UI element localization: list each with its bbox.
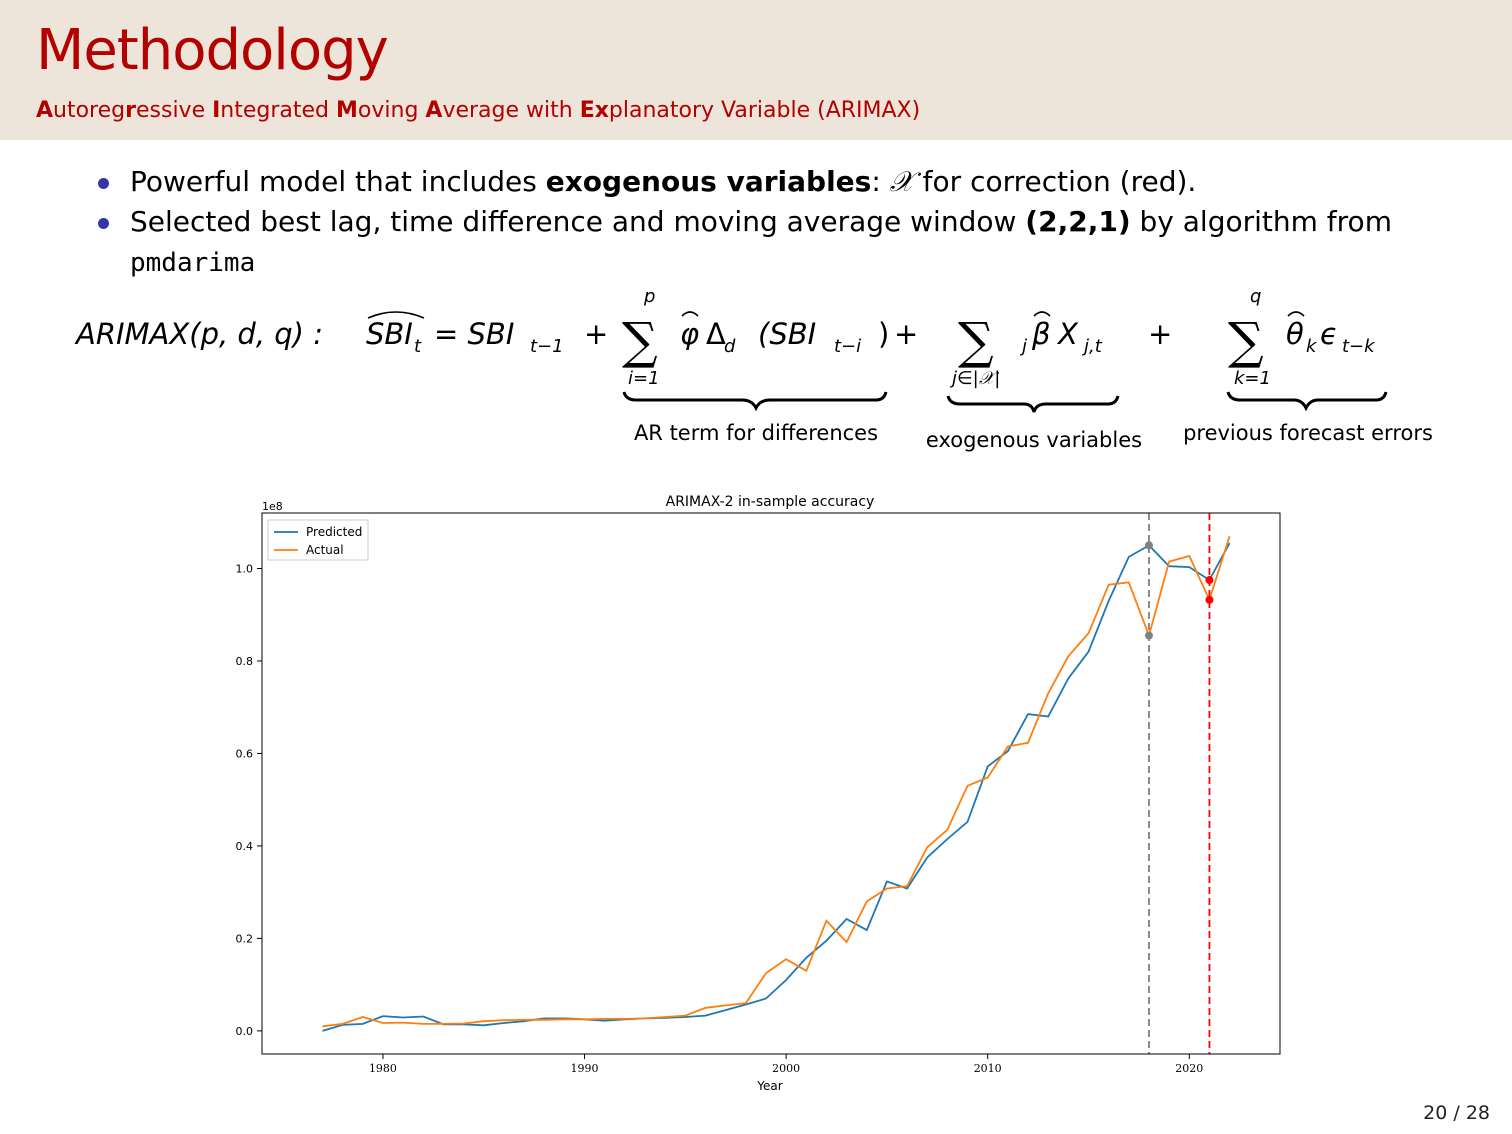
legend-box (267, 519, 369, 561)
bullet-item-1: Powerful model that includes exogenous v… (96, 162, 1436, 202)
bullet2-code: pmdarima (130, 248, 256, 278)
bullet2-post: by algorithm from (1130, 205, 1392, 238)
hat-theta (1287, 311, 1305, 317)
y-tick-label: 0.4 (236, 840, 254, 853)
formula-paren-sbi: (SBI (758, 317, 816, 351)
bullet-item-2: Selected best lag, time difference and m… (96, 202, 1436, 283)
subtitle-part: r (125, 98, 136, 123)
brace-label-ar: AR term for differences (634, 421, 878, 445)
formula-sbi-hat: SBI (366, 317, 413, 351)
sum-sign-3: ∑ (1228, 312, 1264, 370)
formula-phi: φ (680, 317, 699, 351)
formula-eq: = SBI (434, 317, 514, 351)
bullet1-pre: Powerful model that includes (130, 165, 546, 198)
formula-sub-t: t (414, 336, 422, 357)
x-tick-label: 1980 (369, 1062, 397, 1075)
sum3-bottom: k=1 (1234, 368, 1271, 389)
axes: 1980 1990 2000 2010 2020 0.0 0.2 0.4 0.6 0.8 1.0 (236, 512, 1281, 1075)
chart-legend: Predicted Actual (267, 519, 369, 561)
formula-beta: β (1031, 317, 1051, 351)
subtitle-part: Ex (579, 98, 609, 123)
formula-plus-3: + (1148, 317, 1172, 351)
subtitle-part: verage with (442, 98, 580, 123)
subtitle-part: oving (357, 98, 426, 123)
highlight-marker (1205, 595, 1214, 604)
legend-label: Predicted (306, 525, 362, 539)
hat-beta (1033, 311, 1051, 317)
bullet1-mid: : (871, 165, 890, 198)
highlight-marker (1144, 631, 1153, 640)
sum1-bottom: i=1 (628, 368, 660, 389)
bullet2-bold: (2,2,1) (1025, 205, 1131, 238)
underbrace-ar (622, 391, 888, 412)
sum-sign-1: ∑ (622, 312, 658, 370)
slide-subtitle: Autoregressive Integrated Moving Average… (36, 98, 920, 123)
hat-phi (681, 311, 699, 317)
formula-sub-ti: t−i (834, 336, 861, 357)
formula-sub-t1: t−1 (530, 336, 564, 357)
chart-title: ARIMAX-2 in-sample accuracy (666, 494, 875, 510)
formula-sub-j: j (1019, 336, 1027, 357)
bullet1-bold: exogenous variables (545, 165, 872, 198)
sum1-top: p (643, 286, 655, 307)
subtitle-part: A (36, 98, 54, 123)
subtitle-part: essive (135, 98, 213, 123)
y-tick-label: 0.0 (236, 1025, 254, 1038)
sum-sign-2: ∑ (958, 312, 994, 370)
formula-sub-d: d (724, 336, 736, 357)
y-tick-label: 0.6 (236, 747, 254, 760)
formula-sub-k: k (1306, 336, 1318, 357)
slide-title: Methodology (36, 18, 389, 83)
formula-plus-1: + (584, 317, 608, 351)
formula-sub-jt: j,t (1081, 336, 1103, 357)
x-tick-label: 2020 (1175, 1062, 1203, 1075)
subtitle-part: I (212, 98, 221, 123)
subtitle-part: M (336, 98, 358, 123)
legend-label: Actual (306, 543, 344, 557)
underbrace-prev (1226, 391, 1388, 412)
arimax-chart: ARIMAX-2 in-sample accuracy 1e8 Year 198… (236, 494, 1281, 1093)
formula-delta: Δ (706, 317, 726, 351)
brace-label-prev: previous forecast errors (1183, 421, 1433, 445)
bullet-dot-icon (98, 218, 109, 229)
bullet2-pre: Selected best lag, time difference and m… (130, 205, 1026, 238)
formula-lhs: ARIMAX(p, d, q) : (74, 317, 323, 351)
arimax-formula: ARIMAX(p, d, q) : SBI = SBI + φ Δ (SBI )… (74, 286, 1433, 452)
underbrace-exo (946, 395, 1120, 413)
subtitle-part: utoreg (53, 98, 126, 123)
sum3-top: q (1250, 286, 1261, 307)
x-axis-label: Year (756, 1079, 782, 1093)
y-tick-label: 0.2 (236, 932, 254, 945)
bullet1-post: for correction (red). (913, 165, 1197, 198)
plot-area (322, 513, 1231, 1054)
bullet-dot-icon (98, 178, 109, 189)
slide-header: Methodology Autoregressive Integrated Mo… (0, 0, 1512, 140)
formula-xj: X (1056, 317, 1079, 351)
highlight-marker (1144, 541, 1153, 550)
x-tick-label: 2010 (974, 1062, 1002, 1075)
hat-sbi (367, 311, 425, 319)
formula-plus-2: + (894, 317, 918, 351)
bullet1-symbol: 𝒳 (889, 165, 914, 198)
page-number: 20 / 28 (1423, 1102, 1490, 1124)
subtitle-part: ntegrated (220, 98, 337, 123)
series-line-predicted (322, 542, 1231, 1032)
subtitle-part: A (425, 98, 443, 123)
y-multiplier-label: 1e8 (262, 500, 283, 513)
x-tick-label: 1990 (571, 1062, 599, 1075)
highlight-marker (1205, 576, 1214, 585)
formula-eps: ϵ (1320, 317, 1338, 351)
subtitle-part: planatory Variable (ARIMAX) (608, 98, 921, 123)
plot-frame (261, 512, 1281, 1055)
sum2-bottom: j∈|𝒳| (949, 368, 1000, 389)
series-line-actual (322, 535, 1231, 1028)
x-tick-label: 2000 (772, 1062, 800, 1075)
y-tick-label: 0.8 (236, 655, 254, 668)
formula-close: ) (878, 317, 889, 351)
brace-label-exo: exogenous variables (926, 428, 1142, 452)
formula-sub-tk: t−k (1342, 336, 1376, 357)
bullet-list: Powerful model that includes exogenous v… (96, 162, 1436, 283)
y-tick-label: 1.0 (236, 562, 254, 575)
formula-theta: θ (1286, 317, 1304, 351)
